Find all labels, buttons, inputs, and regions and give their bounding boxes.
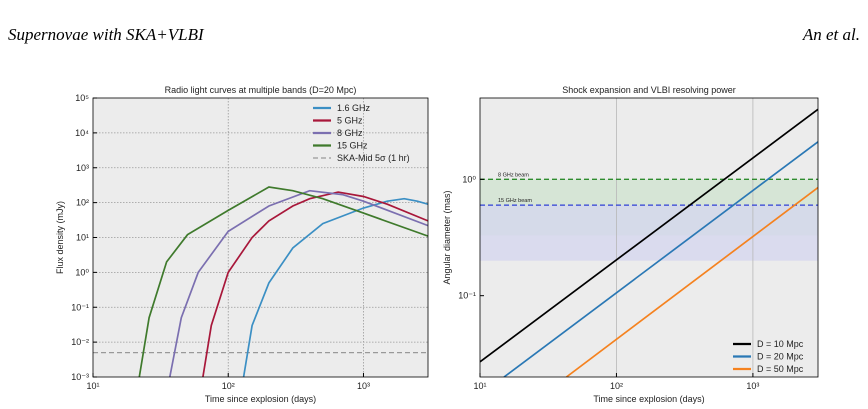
- plot-area: [93, 98, 428, 377]
- plot-layer: [480, 98, 818, 377]
- x-tick-label: 10³: [746, 381, 759, 391]
- beam-band: [480, 205, 818, 261]
- y-tick-label: 10⁴: [75, 128, 89, 138]
- y-tick-label: 10³: [76, 163, 89, 173]
- legend-label: 1.6 GHz: [337, 103, 371, 113]
- y-tick-label: 10⁻¹: [71, 302, 89, 312]
- running-title: Supernovae with SKA+VLBI: [8, 25, 205, 44]
- x-tick-label: 10³: [357, 381, 370, 391]
- y-axis-label: Flux density (mJy): [55, 201, 65, 274]
- legend-label: SKA-Mid 5σ (1 hr): [337, 153, 410, 163]
- series-line: [242, 197, 428, 377]
- series-line: [480, 108, 818, 363]
- legend-label: D = 50 Mpc: [757, 364, 804, 374]
- legend-label: 15 GHz: [337, 141, 368, 151]
- x-tick-label: 10²: [222, 381, 235, 391]
- series-line: [138, 186, 428, 377]
- x-axis-label: Time since explosion (days): [593, 394, 704, 404]
- running-authors: An et al.: [802, 25, 860, 44]
- x-axis-label: Time since explosion (days): [205, 394, 316, 404]
- y-axis-label: Angular diameter (mas): [442, 190, 452, 284]
- series-line: [202, 191, 428, 377]
- series-line: [503, 141, 818, 377]
- y-tick-label: 10⁵: [75, 93, 89, 103]
- y-tick-label: 10⁻³: [71, 372, 89, 382]
- chart-title: Radio light curves at multiple bands (D=…: [165, 85, 357, 95]
- y-tick-label: 10⁻²: [71, 337, 89, 347]
- series-line: [168, 189, 428, 377]
- reference-label: 15 GHz beam: [498, 198, 532, 204]
- y-tick-label: 10¹: [76, 233, 89, 243]
- chart-title: Shock expansion and VLBI resolving power: [562, 85, 736, 95]
- y-tick-label: 10²: [76, 198, 89, 208]
- y-tick-label: 10⁻¹: [458, 291, 476, 301]
- legend-label: D = 10 Mpc: [757, 339, 804, 349]
- series-line: [565, 186, 818, 377]
- legend-label: 5 GHz: [337, 116, 363, 126]
- x-tick-label: 10¹: [473, 381, 486, 391]
- x-tick-label: 10²: [610, 381, 623, 391]
- reference-label: 8 GHz beam: [498, 172, 529, 178]
- plot-layer: [93, 98, 428, 377]
- plot-frame: [92, 97, 429, 378]
- legend-label: D = 20 Mpc: [757, 352, 804, 362]
- y-tick-label: 10⁰: [462, 174, 476, 184]
- legend-label: 8 GHz: [337, 128, 363, 138]
- plot-frame: [479, 97, 819, 378]
- x-tick-label: 10¹: [86, 381, 99, 391]
- y-tick-label: 10⁰: [75, 267, 89, 277]
